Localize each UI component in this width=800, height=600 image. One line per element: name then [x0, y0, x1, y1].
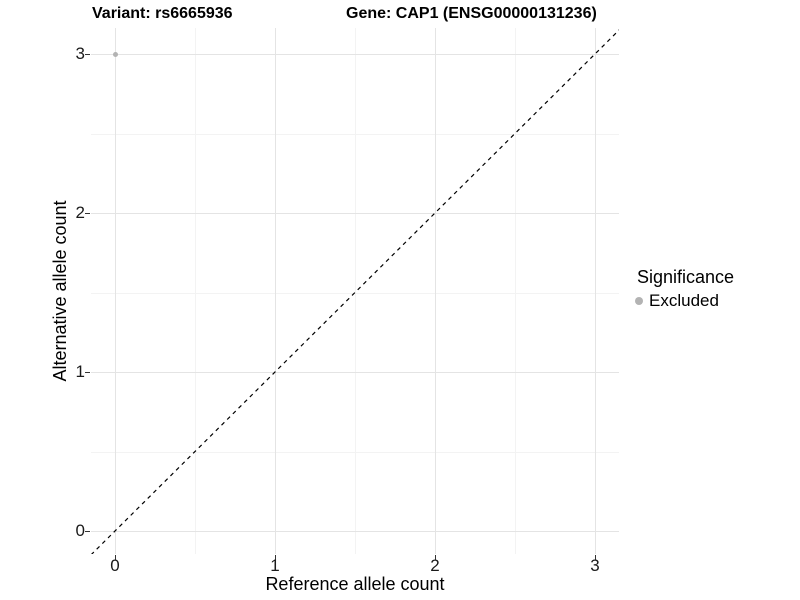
gridline-minor-horizontal: [91, 133, 619, 135]
gridline-major-horizontal: [91, 372, 619, 373]
y-tick-label: 1: [75, 362, 85, 381]
y-tick-label: 3: [75, 44, 85, 63]
y-tick-mark: [85, 531, 90, 533]
legend-item-label: Excluded: [649, 291, 719, 310]
legend-title: Significance: [637, 267, 735, 287]
plot-panel: 0 0 1 1 2 2 3 3: [76, 28, 619, 575]
identity-line: [91, 29, 619, 554]
x-tick-label: 3: [590, 556, 600, 575]
gridline-minor-vertical: [355, 28, 356, 554]
gridline-major-horizontal: [91, 531, 619, 532]
y-tick-label: 0: [75, 521, 85, 540]
y-tick-label: 2: [75, 203, 85, 222]
gridline-major-vertical: [275, 28, 276, 554]
y-tick-mark: [85, 213, 90, 215]
plot-title-variant: Variant: rs6665936: [92, 5, 233, 22]
legend-item-excluded: Excluded: [633, 290, 734, 312]
gridline-major-horizontal: [91, 54, 619, 55]
x-axis-title: Reference allele count: [265, 574, 445, 594]
x-tick-mark: [595, 555, 597, 560]
gridline-major-vertical: [435, 28, 436, 554]
x-tick-mark: [435, 555, 437, 560]
y-axis-title: Alternative allele count: [50, 200, 70, 382]
y-tick-mark: [85, 54, 90, 56]
data-point: [112, 51, 118, 57]
gridline-major-horizontal: [91, 213, 619, 214]
x-tick-label: 0: [110, 556, 120, 575]
gridline-major-vertical: [595, 28, 596, 554]
x-axis-line: [90, 554, 619, 555]
y-axis-line: [90, 28, 91, 555]
gridline-major-vertical: [115, 28, 116, 554]
x-tick-mark: [115, 555, 117, 560]
x-tick-label: 1: [270, 556, 280, 575]
gridline-minor-vertical: [195, 28, 196, 554]
identity-line-svg: [91, 29, 619, 554]
y-tick-mark: [85, 372, 90, 374]
excluded-marker-icon: [635, 297, 643, 305]
x-tick-label: 2: [430, 556, 440, 575]
gridline-minor-vertical: [515, 28, 516, 554]
plot-title-gene: Gene: CAP1 (ENSG00000131236): [346, 5, 597, 22]
legend: Significance Excluded: [633, 266, 734, 312]
x-tick-mark: [275, 555, 277, 560]
